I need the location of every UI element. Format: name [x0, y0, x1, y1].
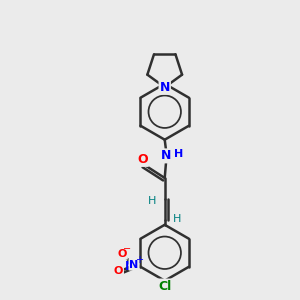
Text: Cl: Cl — [158, 280, 171, 292]
Text: O: O — [137, 153, 148, 166]
Text: H: H — [148, 196, 157, 206]
Text: H: H — [174, 149, 184, 159]
Text: O: O — [118, 249, 127, 259]
Text: N: N — [129, 260, 139, 270]
Text: N: N — [125, 260, 135, 273]
Text: H: H — [173, 214, 181, 224]
Text: N: N — [160, 81, 170, 94]
Text: +: + — [135, 255, 143, 265]
Text: N: N — [161, 149, 171, 162]
Text: −: − — [124, 244, 132, 254]
Text: O: O — [114, 266, 123, 276]
